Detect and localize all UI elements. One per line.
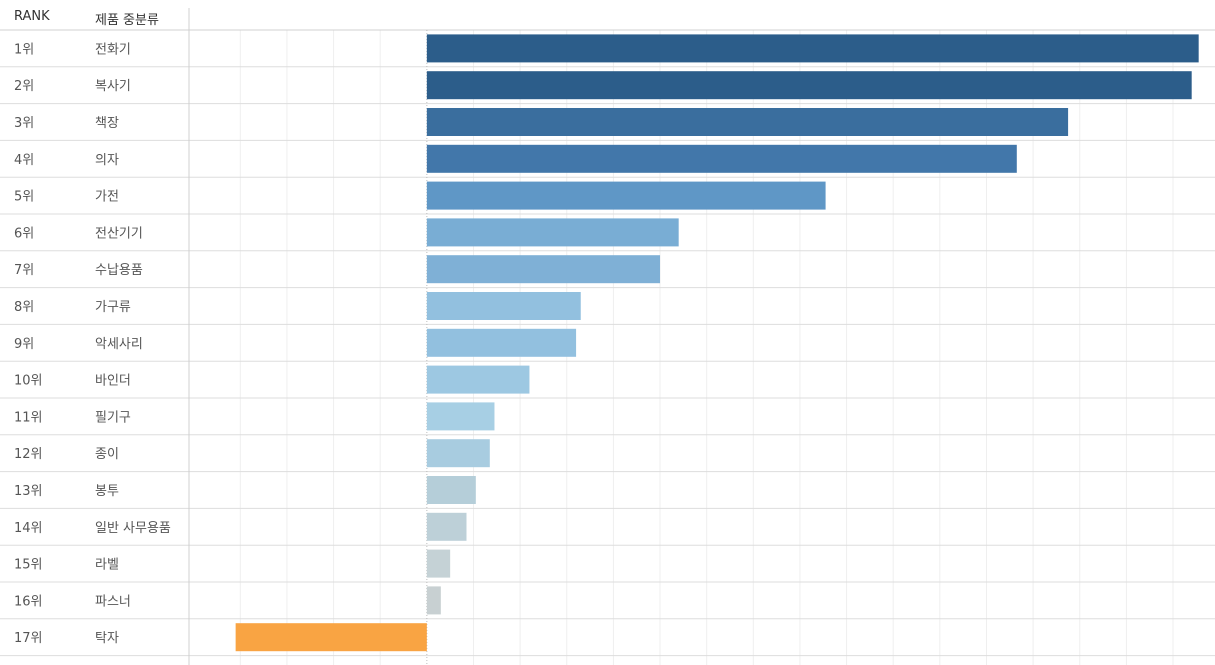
category-label: 봉투: [95, 484, 119, 499]
table-header: RANK 제품 중분류: [0, 0, 1215, 30]
rank-label: 8위: [14, 300, 34, 315]
rank-label: 16위: [14, 594, 43, 609]
category-label: 바인더: [95, 374, 131, 389]
category-label: 전산기기: [95, 226, 143, 241]
bar-5: [426, 181, 826, 210]
category-column-header: 제품 중분류: [95, 13, 159, 28]
bar-13: [426, 476, 476, 504]
bar-7: [426, 255, 661, 284]
bar-17: [235, 623, 427, 652]
rank-label: 17위: [14, 631, 43, 646]
bar-9: [426, 328, 577, 357]
bar-8: [426, 292, 581, 320]
gridlines: [239, 30, 1174, 665]
category-label: 종이: [95, 447, 119, 462]
rank-label: 15위: [14, 558, 43, 573]
bar-2: [426, 71, 1192, 100]
bar-11: [426, 402, 495, 431]
rank-label: 7위: [14, 263, 34, 278]
rank-label: 11위: [14, 410, 43, 425]
bar-15: [426, 549, 451, 578]
category-label: 파스너: [95, 594, 131, 609]
rank-label: 3위: [14, 116, 34, 131]
rank-label: 4위: [14, 153, 34, 168]
category-label: 필기구: [95, 410, 131, 425]
category-label: 라벨: [95, 558, 119, 573]
bar-16: [426, 586, 441, 615]
category-label: 악세사리: [95, 337, 143, 352]
rank-label: 6위: [14, 226, 34, 241]
category-label: 일반 사무용품: [95, 521, 171, 536]
rank-label: 9위: [14, 337, 34, 352]
rank-label: 12위: [14, 447, 43, 462]
rank-label: 2위: [14, 79, 34, 94]
bar-6: [426, 218, 679, 247]
category-label: 가구류: [95, 300, 131, 315]
row-separators: [0, 29, 1215, 657]
category-label: 탁자: [95, 631, 119, 646]
bar-1: [426, 34, 1199, 63]
rank-label: 10위: [14, 374, 43, 389]
bars: [235, 34, 1199, 652]
category-label: 전화기: [95, 42, 131, 57]
bar-4: [426, 144, 1017, 173]
row-labels: 1위 전화기 2위 복사기 3위 책장 4위 의자 5위 가전 6위 전산기기 7위 수납용품 8위 가구류 9…: [14, 42, 171, 646]
category-label: 가전: [95, 190, 119, 205]
category-label: 책장: [95, 116, 119, 131]
rank-label: 5위: [14, 190, 34, 205]
category-label: 수납용품: [95, 263, 143, 278]
bar-12: [426, 439, 490, 468]
bar-14: [426, 512, 467, 541]
category-label: 의자: [95, 153, 119, 168]
bar-10: [426, 365, 530, 394]
rank-label: 13위: [14, 484, 43, 499]
rank-column-header: RANK: [14, 9, 50, 24]
category-label: 복사기: [95, 79, 131, 94]
bar-3: [426, 108, 1069, 136]
rank-label: 1위: [14, 42, 34, 57]
rank-label: 14위: [14, 521, 43, 536]
